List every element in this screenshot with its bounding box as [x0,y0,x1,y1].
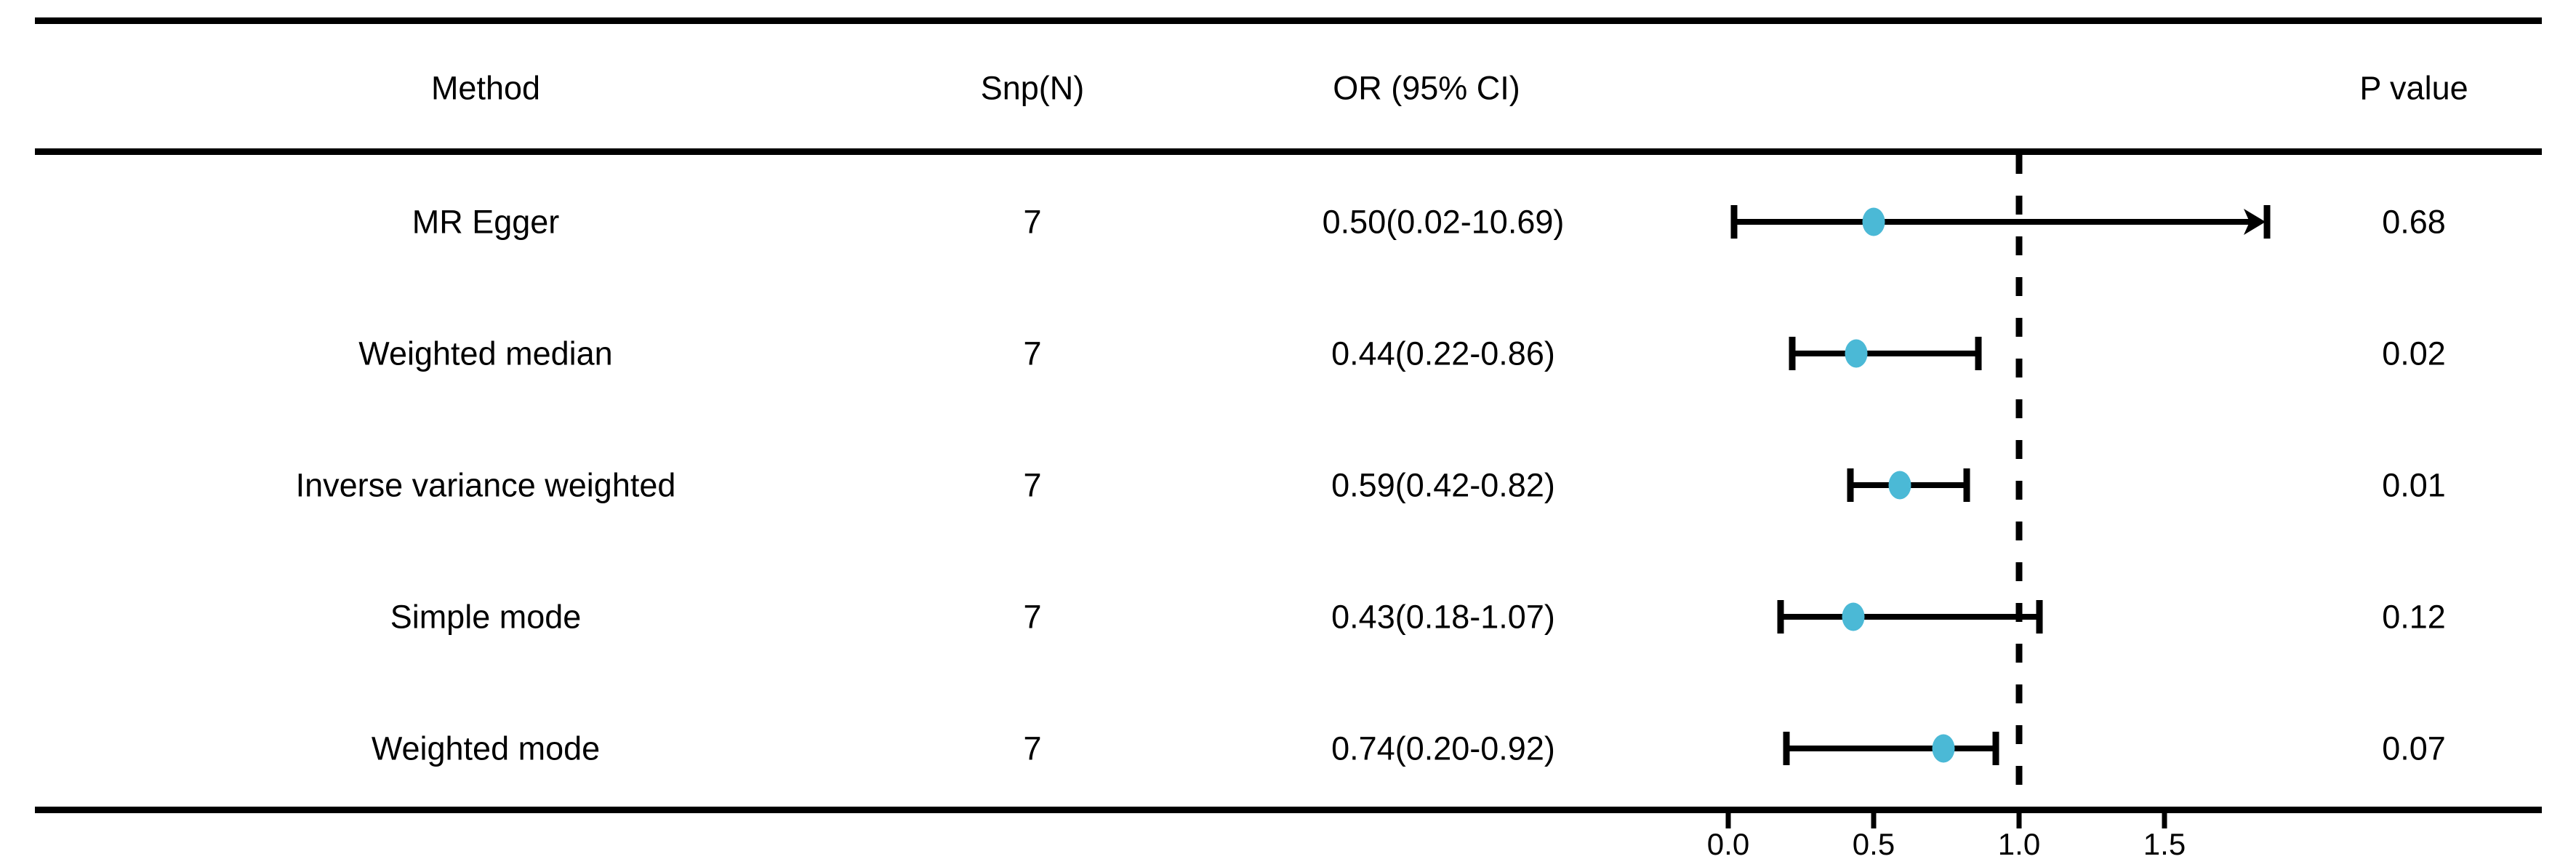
snp-count-cell: 7 [1023,335,1042,372]
p-value-cell: 0.01 [2382,466,2446,504]
or-ci-cell: 0.44(0.22-0.86) [1331,335,1555,372]
axis-tick-label: 1.5 [2143,827,2186,859]
column-header-or-ci: OR (95% CI) [1333,69,1520,107]
column-header-snp: Snp(N) [980,69,1085,107]
method-cell: Weighted mode [371,730,601,767]
method-cell: Simple mode [390,598,582,636]
or-point [1862,207,1885,236]
p-value-cell: 0.68 [2382,203,2446,241]
or-ci-cell: 0.59(0.42-0.82) [1331,466,1555,504]
axis-tick-label: 1.0 [1998,827,2040,859]
axis-tick-label: 0.5 [1853,827,1895,859]
or-point [1888,471,1911,500]
or-ci-cell: 0.74(0.20-0.92) [1331,730,1555,767]
or-ci-cell: 0.50(0.02-10.69) [1322,203,1565,241]
snp-count-cell: 7 [1023,598,1042,636]
table-top-rule [35,17,2542,24]
axis-tick-label: 0.0 [1707,827,1749,859]
method-cell: MR Egger [412,203,560,241]
column-header-p-value: P value [2359,69,2468,107]
or-point [1932,734,1955,763]
method-cell: Weighted median [358,335,613,372]
or-point [1845,339,1868,368]
p-value-cell: 0.12 [2382,598,2446,636]
ci-arrow [2244,209,2266,235]
method-cell: Inverse variance weighted [295,466,676,504]
p-value-cell: 0.02 [2382,335,2446,372]
table-bottom-rule [35,807,2542,813]
snp-count-cell: 7 [1023,730,1042,767]
p-value-cell: 0.07 [2382,730,2446,767]
or-point [1842,602,1865,631]
column-header-method: Method [430,69,541,107]
snp-count-cell: 7 [1023,466,1042,504]
snp-count-cell: 7 [1023,203,1042,241]
table-header-rule [35,148,2542,155]
or-ci-cell: 0.43(0.18-1.07) [1331,598,1555,636]
